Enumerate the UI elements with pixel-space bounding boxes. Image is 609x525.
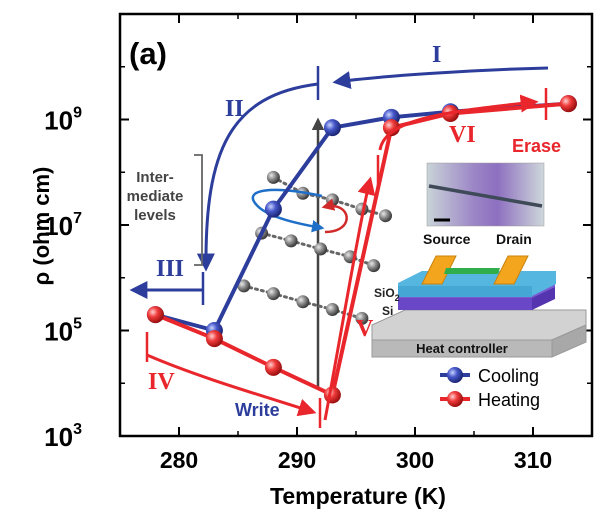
y-tick-label: 103 — [44, 421, 82, 452]
channel-wire — [444, 268, 500, 274]
y-axis-label: ρ (ohm cm) — [29, 167, 54, 286]
x-tick-label: 280 — [160, 447, 198, 473]
device-inset: Source Drain Heat controller SiO2 Si — [371, 162, 587, 358]
intermediate-level-point — [325, 303, 339, 317]
legend-heating-label: Heating — [478, 390, 540, 410]
label-III: III — [156, 256, 184, 282]
intermediate-level-point — [266, 287, 280, 301]
x-tick-label: 300 — [396, 447, 434, 473]
y-tick-label: 105 — [44, 316, 82, 347]
drain-electrode — [493, 255, 529, 285]
step-V-arrow — [323, 176, 376, 421]
data-point-cooling — [264, 200, 282, 218]
heat-controller-side — [551, 324, 587, 358]
legend-cooling-label: Cooling — [478, 366, 539, 386]
drain-label: Drain — [496, 231, 532, 247]
intermediate-level-point — [296, 295, 310, 309]
label-VI: VI — [449, 122, 476, 148]
intermediate-level-point — [367, 259, 381, 273]
intermediate-level-point — [355, 311, 369, 325]
label-I: I — [432, 42, 441, 68]
intermediate-level-point — [379, 209, 392, 223]
heat-controller-label: Heat controller — [416, 341, 508, 356]
svg-text:Inter-: Inter- — [136, 169, 174, 186]
sio2-layer-front — [398, 286, 532, 297]
data-point-heating — [323, 386, 341, 404]
panel-label: (a) — [129, 36, 167, 71]
heat-controller-top — [371, 309, 587, 341]
y-axis-ticks: 103 105 107 109 — [44, 13, 592, 452]
intermediate-levels — [237, 170, 392, 325]
data-point-heating — [205, 330, 223, 348]
x-axis-ticks: 280 290 300 310 — [119, 14, 552, 473]
label-II: II — [225, 96, 244, 122]
intermediate-level-point — [237, 279, 251, 293]
intermediate-level-point — [314, 242, 328, 256]
red-loop-arrow — [321, 198, 348, 234]
micrograph-wire — [428, 184, 543, 208]
legend-cooling-marker — [447, 367, 463, 383]
data-point-heating — [146, 306, 164, 324]
si-layer-side — [532, 287, 555, 310]
legend-heating-marker — [447, 391, 463, 407]
data-point-heating — [382, 119, 400, 137]
svg-text:mediate: mediate — [127, 188, 184, 205]
step-IV-arrow — [146, 353, 317, 417]
x-axis-label: Temperature (K) — [270, 483, 446, 509]
intermediate-level-point — [284, 234, 298, 248]
x-tick-label: 310 — [514, 447, 552, 473]
label-IV: IV — [148, 369, 175, 395]
si-layer-front — [398, 298, 532, 310]
intermediate-level-point — [325, 193, 339, 207]
intermediate-level-line — [271, 175, 387, 218]
source-label: Source — [423, 231, 471, 247]
sio2-label: SiO2 — [374, 286, 400, 303]
erase-label: Erase — [512, 136, 561, 156]
step-II-arrow — [196, 82, 319, 272]
svg-text:levels: levels — [134, 207, 176, 224]
write-label: Write — [235, 400, 280, 420]
step-I-arrow — [332, 66, 549, 89]
si-label: Si — [382, 304, 393, 318]
y-tick-label: 107 — [44, 210, 82, 241]
data-point-heating — [559, 95, 577, 113]
label-V: V — [356, 316, 374, 342]
source-electrode — [421, 255, 457, 285]
intermediate-levels-label: Inter- mediate levels — [127, 154, 203, 266]
step-VI-arrow — [378, 94, 539, 151]
data-point-cooling — [323, 119, 341, 137]
y-tick-label: 109 — [44, 105, 82, 136]
x-tick-label: 290 — [278, 447, 316, 473]
data-point-heating — [264, 358, 282, 376]
legend: Cooling Heating — [440, 366, 540, 410]
intermediate-level-point — [266, 170, 280, 184]
